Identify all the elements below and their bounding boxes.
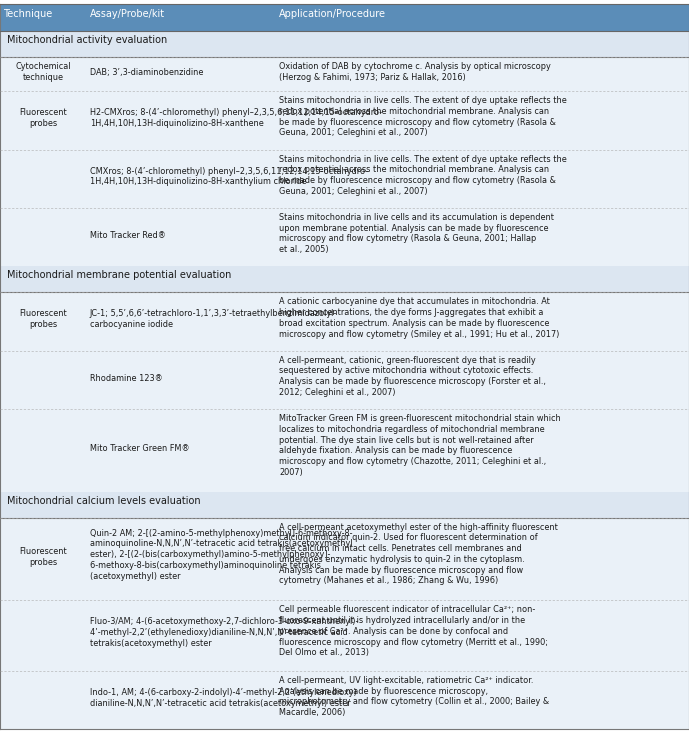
Text: A cell-permeant, cationic, green-fluorescent dye that is readily
sequestered by : A cell-permeant, cationic, green-fluores…: [279, 356, 546, 397]
Bar: [0, 671, 689, 729]
Bar: [0, 600, 689, 671]
Text: Cytochemical
technique: Cytochemical technique: [15, 62, 71, 82]
Text: Quin-2 AM; 2-[(2-amino-5-methylphenoxy)methyl]-6-methoxy-8-
aminoquinoline-N,N,N: Quin-2 AM; 2-[(2-amino-5-methylphenoxy)m…: [90, 528, 352, 581]
Text: Mitochondrial calcium levels evaluation: Mitochondrial calcium levels evaluation: [7, 496, 200, 506]
Bar: [0, 4, 689, 32]
Text: JC-1; 5,5’,6,6’-tetrachloro-1,1’,3,3’-tetraethylbenzimidazolyl-
carbocyanine iod: JC-1; 5,5’,6,6’-tetrachloro-1,1’,3,3’-te…: [90, 309, 337, 329]
Bar: [0, 57, 689, 92]
Text: Stains mitochondria in live cells. The extent of dye uptake reflects the
redox p: Stains mitochondria in live cells. The e…: [279, 96, 567, 138]
Text: Fluo-3/AM; 4-(6-acetoxymethoxy-2,7-dichloro-3-oxo-9-xanthenyl)-
4’-methyl-2,2’(e: Fluo-3/AM; 4-(6-acetoxymethoxy-2,7-dichl…: [90, 617, 358, 648]
Text: Assay/Probe/kit: Assay/Probe/kit: [90, 9, 165, 18]
Text: Indo-1, AM; 4-(6-carboxy-2-indolyl)-4’-methyl-2,2’(ethylenedioxy)
dianiline-N,N,: Indo-1, AM; 4-(6-carboxy-2-indolyl)-4’-m…: [90, 688, 356, 708]
Text: Stains mitochondria in live cells and its accumulation is dependent
upon membran: Stains mitochondria in live cells and it…: [279, 213, 554, 254]
Bar: [0, 409, 689, 492]
Text: Fluorescent
probes: Fluorescent probes: [19, 309, 67, 329]
Text: Mito Tracker Red®: Mito Tracker Red®: [90, 231, 165, 240]
Text: Mito Tracker Green FM®: Mito Tracker Green FM®: [90, 444, 189, 454]
Bar: [0, 351, 689, 409]
Text: Mitochondrial membrane potential evaluation: Mitochondrial membrane potential evaluat…: [7, 270, 232, 281]
Bar: [0, 267, 689, 292]
Text: Stains mitochondria in live cells. The extent of dye uptake reflects the
redox p: Stains mitochondria in live cells. The e…: [279, 155, 567, 196]
Bar: [0, 208, 689, 267]
Text: Fluorescent
probes: Fluorescent probes: [19, 108, 67, 128]
Text: Fluorescent
probes: Fluorescent probes: [19, 547, 67, 567]
Text: Cell permeable fluorescent indicator of intracellular Ca²⁺; non-
fluorescent unt: Cell permeable fluorescent indicator of …: [279, 605, 548, 658]
Text: CMXros; 8-(4’-chloromethyl) phenyl–2,3,5,6,11,12,14,15-octahydro-
1H,4H,10H,13H-: CMXros; 8-(4’-chloromethyl) phenyl–2,3,5…: [90, 166, 368, 186]
Text: Oxidation of DAB by cytochrome c. Analysis by optical microscopy
(Herzog & Fahim: Oxidation of DAB by cytochrome c. Analys…: [279, 62, 551, 82]
Text: A cell-permeant, UV light-excitable, ratiometric Ca²⁺ indicator.
Analysis can be: A cell-permeant, UV light-excitable, rat…: [279, 676, 549, 717]
Text: Technique: Technique: [3, 9, 52, 18]
Text: A cell-permeant acetoxymethyl ester of the high-affinity fluorescent
calcium ind: A cell-permeant acetoxymethyl ester of t…: [279, 523, 558, 586]
Text: MitoTracker Green FM is green-fluorescent mitochondrial stain which
localizes to: MitoTracker Green FM is green-fluorescen…: [279, 414, 561, 477]
Text: Application/Procedure: Application/Procedure: [279, 9, 386, 18]
Bar: [0, 292, 689, 351]
Text: A cationic carbocyanine dye that accumulates in mitochondria. At
higher concentr: A cationic carbocyanine dye that accumul…: [279, 298, 559, 339]
Text: Mitochondrial activity evaluation: Mitochondrial activity evaluation: [7, 35, 167, 45]
Bar: [0, 92, 689, 150]
Bar: [0, 32, 689, 57]
Bar: [0, 150, 689, 208]
Text: Rhodamine 123®: Rhodamine 123®: [90, 374, 163, 383]
Bar: [0, 517, 689, 600]
Bar: [0, 492, 689, 517]
Text: H2-CMXros; 8-(4’-chloromethyl) phenyl–2,3,5,6,11,12,14,15-octahydro-
1H,4H,10H,1: H2-CMXros; 8-(4’-chloromethyl) phenyl–2,…: [90, 108, 382, 128]
Text: DAB; 3’,3-diaminobenzidine: DAB; 3’,3-diaminobenzidine: [90, 68, 203, 77]
